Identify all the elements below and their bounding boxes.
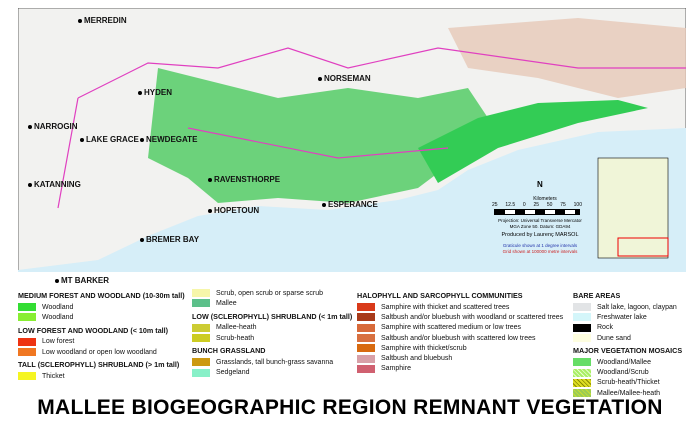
green-belt — [418, 100, 648, 183]
legend-item: Thicket — [18, 371, 185, 381]
author: Produced by Laurenç MARSOL — [501, 232, 579, 238]
town-mt-barker: MT BARKER — [55, 276, 109, 285]
legend-item: Mallee — [192, 298, 352, 308]
town-merredin: MERREDIN — [78, 16, 127, 25]
legend-item: Woodland — [18, 312, 185, 322]
grid-note: Grid shown at 100000 metre intervals — [502, 249, 578, 254]
scale-bar — [494, 209, 580, 215]
legend-item: Scrub, open scrub or sparse scrub — [192, 288, 352, 298]
legend-item: Rock — [573, 323, 682, 333]
mallee-region — [148, 68, 488, 203]
projection: Projection: Universal Transverse Mercato… — [498, 218, 582, 223]
legend-item: Saltbush and bluebush — [357, 353, 563, 363]
graticule-note: Graticule shown at 1 degree intervals — [502, 243, 578, 248]
legend-col-2: Scrub, open scrub or sparse scrub Mallee… — [192, 288, 353, 377]
north-arrow: N — [537, 180, 543, 189]
legend-item: Freshwater lake — [573, 312, 682, 322]
town-norseman: NORSEMAN — [318, 74, 371, 83]
legend-item: Low forest — [18, 337, 185, 347]
salt-lakes — [448, 18, 686, 98]
town-bremer-bay: BREMER BAY — [140, 235, 199, 244]
legend-item: Saltbush and/or bluebush with scattered … — [357, 333, 563, 343]
town-narrogin: NARROGIN — [28, 122, 78, 131]
legend-item: Scrub-heath — [192, 333, 352, 343]
legend-item: Samphire with scattered medium or low tr… — [357, 323, 563, 333]
legend-item: Dune sand — [573, 333, 682, 343]
legend-item: Samphire with thicket/scrub — [357, 343, 563, 353]
inset-map — [597, 157, 669, 259]
datum: MGA Zone 50. Datum: GDA94 — [509, 224, 571, 229]
town-hopetoun: HOPETOUN — [208, 206, 259, 215]
legend-item: Samphire — [357, 364, 563, 374]
town-newdegate: NEWDEGATE — [140, 135, 197, 144]
town-hyden: HYDEN — [138, 88, 172, 97]
legend-item: Low woodland or open low woodland — [18, 347, 185, 357]
scale-ticks: 25 12.5 0 25 50 75 100 — [492, 202, 582, 208]
legend-item: Woodland/Mallee — [573, 357, 682, 367]
legend-item: Mallee/Mallee-heath — [573, 388, 682, 398]
town-katanning: KATANNING — [28, 180, 81, 189]
legend-item: Mallee-heath — [192, 323, 352, 333]
legend-item: Saltbush and/or bluebush with woodland o… — [357, 312, 563, 322]
legend-col-4: BARE AREAS Salt lake, lagoon, claypan Fr… — [573, 291, 683, 398]
town-lake-grace: LAKE GRACE — [80, 135, 139, 144]
legend-col-3: HALOPHYLL AND SARCOPHYLL COMMUNITIES Sam… — [357, 291, 564, 374]
legend-item: Salt lake, lagoon, claypan — [573, 302, 682, 312]
town-ravensthorpe: RAVENSTHORPE — [208, 175, 280, 184]
map-title: MALLEE BIOGEOGRAPHIC REGION REMNANT VEGE… — [37, 396, 663, 419]
legend-item: Samphire with thicket and scattered tree… — [357, 302, 563, 312]
legend-item: Woodland/Scrub — [573, 367, 682, 377]
town-esperance: ESPERANCE — [322, 200, 378, 209]
scale-unit: Kilometers — [533, 196, 557, 202]
legend-col-1: MEDIUM FOREST AND WOODLAND (10-30m tall)… — [18, 291, 185, 381]
boundary — [57, 47, 686, 209]
legend-item: Woodland — [18, 302, 185, 312]
vegetation-map — [18, 8, 686, 272]
legend-item: Scrub-heath/Thicket — [573, 378, 682, 388]
legend-item: Sedgeland — [192, 367, 352, 377]
legend-item: Grasslands, tall bunch-grass savanna — [192, 357, 352, 367]
